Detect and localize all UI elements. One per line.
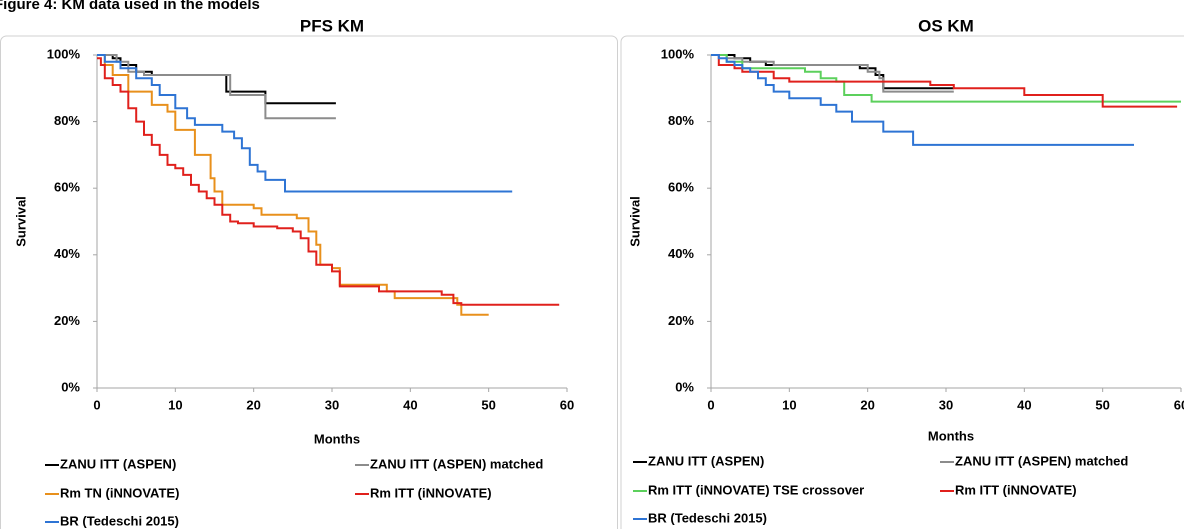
x-tick-label: 40 bbox=[403, 397, 417, 412]
x-tick-label: 30 bbox=[939, 397, 953, 412]
legend-label: Rm ITT (iNNOVATE) TSE crossover bbox=[648, 482, 864, 497]
y-tick-label: 100% bbox=[661, 46, 695, 61]
y-tick-label: 100% bbox=[47, 46, 81, 61]
x-tick-label: 50 bbox=[481, 397, 495, 412]
y-tick-label: 0% bbox=[61, 379, 80, 394]
legend-label: Rm ITT (iNNOVATE) bbox=[955, 482, 1077, 497]
legend-label: ZANU ITT (ASPEN) bbox=[60, 456, 176, 471]
legend-label: ZANU ITT (ASPEN) bbox=[648, 453, 764, 468]
y-tick-label: 80% bbox=[54, 113, 80, 128]
y-tick-label: 60% bbox=[54, 180, 80, 195]
figure-caption: Figure 4: KM data used in the models bbox=[0, 0, 260, 13]
x-tick-label: 10 bbox=[782, 397, 796, 412]
legend-label: Rm ITT (iNNOVATE) bbox=[370, 485, 492, 500]
x-tick-label: 50 bbox=[1095, 397, 1109, 412]
legend-label: ZANU ITT (ASPEN) matched bbox=[370, 456, 543, 471]
y-tick-label: 40% bbox=[668, 246, 694, 261]
legend-label: Rm TN (iNNOVATE) bbox=[60, 485, 179, 500]
km-curve bbox=[711, 54, 954, 93]
x-tick-label: 0 bbox=[93, 397, 100, 412]
km-curve bbox=[97, 54, 489, 316]
km-curve bbox=[711, 54, 1178, 108]
x-axis-label: Months bbox=[314, 431, 360, 446]
right-chart-frame bbox=[620, 35, 1184, 529]
y-axis-label: Survival bbox=[627, 196, 642, 247]
x-tick-label: 60 bbox=[1174, 397, 1184, 412]
x-tick-label: 30 bbox=[325, 397, 339, 412]
x-tick-label: 20 bbox=[860, 397, 874, 412]
y-tick-label: 20% bbox=[668, 313, 694, 328]
y-tick-label: 20% bbox=[54, 313, 80, 328]
x-tick-label: 20 bbox=[246, 397, 260, 412]
y-tick-label: 60% bbox=[668, 180, 694, 195]
x-tick-label: 0 bbox=[707, 397, 714, 412]
x-axis-label: Months bbox=[928, 428, 974, 443]
km-curve bbox=[711, 54, 1134, 146]
legend-label: ZANU ITT (ASPEN) matched bbox=[955, 453, 1128, 468]
x-tick-label: 10 bbox=[168, 397, 182, 412]
legend-label: BR (Tedeschi 2015) bbox=[648, 510, 767, 525]
x-tick-label: 60 bbox=[560, 397, 574, 412]
legend-label: BR (Tedeschi 2015) bbox=[60, 513, 179, 528]
km-curve bbox=[97, 54, 336, 120]
left-chart-frame bbox=[0, 35, 618, 529]
y-tick-label: 40% bbox=[54, 246, 80, 261]
y-tick-label: 0% bbox=[675, 379, 694, 394]
x-tick-label: 40 bbox=[1017, 397, 1031, 412]
chart-title: OS KM bbox=[918, 16, 974, 35]
km-curve bbox=[97, 54, 336, 105]
y-tick-label: 80% bbox=[668, 113, 694, 128]
km-curve bbox=[97, 54, 513, 193]
km-curve bbox=[97, 57, 560, 306]
y-axis-label: Survival bbox=[13, 196, 28, 247]
chart-title: PFS KM bbox=[300, 16, 364, 35]
